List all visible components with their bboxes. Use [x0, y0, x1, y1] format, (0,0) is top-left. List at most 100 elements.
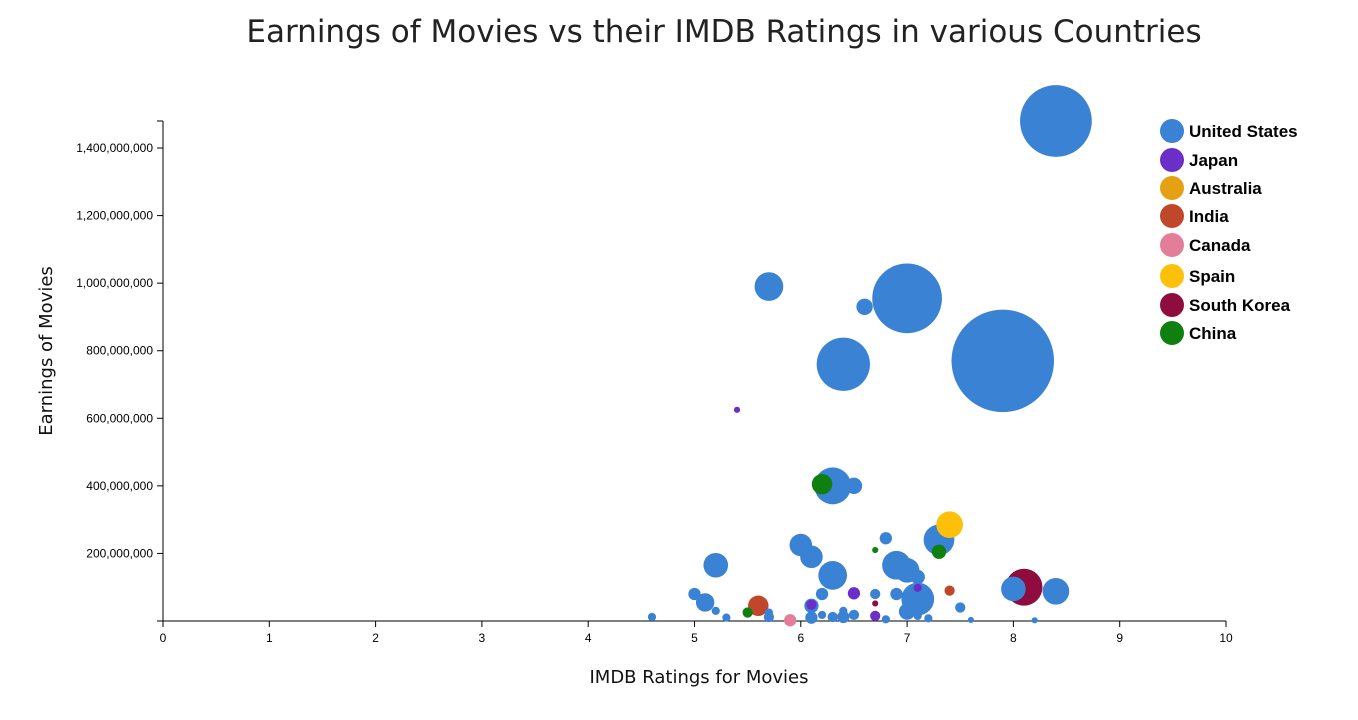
- y-tick-label: 400,000,000: [86, 479, 153, 493]
- bubble-united-states[interactable]: [688, 587, 701, 601]
- chart-title: Earnings of Movies vs their IMDB Ratings…: [246, 14, 1201, 50]
- bubble-india[interactable]: [944, 585, 955, 596]
- legend-item: Spain: [1160, 264, 1235, 288]
- legend-swatch: [1160, 119, 1184, 143]
- bubble-united-states[interactable]: [1001, 576, 1026, 602]
- bubble-united-states[interactable]: [913, 611, 922, 621]
- legend-label: Australia: [1189, 179, 1262, 198]
- bubble-south-korea[interactable]: [872, 600, 879, 607]
- legend-label: South Korea: [1189, 296, 1291, 315]
- bubble-japan[interactable]: [847, 587, 861, 600]
- y-tick-label: 200,000,000: [86, 546, 153, 560]
- y-tick-label: 1,400,000,000: [76, 141, 153, 155]
- bubble-united-states[interactable]: [754, 272, 784, 301]
- legend-swatch: [1160, 264, 1184, 288]
- x-tick-label: 4: [585, 631, 592, 645]
- bubble-united-states[interactable]: [805, 611, 818, 624]
- bubble-china[interactable]: [811, 473, 833, 495]
- y-axis-label: Earnings of Movies: [36, 266, 57, 436]
- bubble-china[interactable]: [931, 544, 947, 559]
- y-tick-label: 800,000,000: [86, 344, 153, 358]
- x-tick-label: 6: [797, 631, 804, 645]
- legend-item: India: [1160, 204, 1229, 228]
- bubble-united-states[interactable]: [967, 616, 974, 624]
- bubble-united-states[interactable]: [703, 552, 729, 578]
- x-tick-label: 3: [479, 631, 486, 645]
- bubble-united-states[interactable]: [695, 593, 715, 612]
- legend-swatch: [1160, 176, 1184, 200]
- legend-label: United States: [1189, 122, 1298, 141]
- x-tick-label: 0: [160, 631, 167, 645]
- bubble-japan[interactable]: [913, 583, 922, 592]
- bubble-china[interactable]: [872, 546, 879, 554]
- bubble-japan[interactable]: [870, 610, 881, 622]
- y-tick-label: 600,000,000: [86, 411, 153, 425]
- bubble-united-states[interactable]: [722, 613, 731, 622]
- bubble-united-states[interactable]: [800, 545, 823, 569]
- bubble-united-states[interactable]: [1020, 85, 1092, 157]
- bubble-united-states[interactable]: [817, 610, 827, 620]
- bubble-canada[interactable]: [784, 614, 797, 627]
- y-axis: 200,000,000 400,000,000 600,000,000 800,000…: [76, 120, 164, 622]
- bubble-spain[interactable]: [936, 511, 963, 539]
- x-tick-label: 8: [1010, 631, 1017, 645]
- bubble-united-states[interactable]: [827, 611, 838, 623]
- legend-swatch: [1160, 233, 1184, 257]
- bubble-united-states[interactable]: [839, 606, 848, 615]
- x-axis-label: IMDB Ratings for Movies: [589, 667, 808, 688]
- legend-label: Canada: [1189, 236, 1251, 255]
- x-tick-label: 1: [266, 631, 273, 645]
- legend-swatch: [1160, 204, 1184, 228]
- legend-swatch: [1160, 293, 1184, 317]
- bubble-united-states[interactable]: [881, 615, 890, 624]
- legend: United States Japan Australia India Canada Sp…: [1160, 119, 1298, 345]
- x-tick-label: 7: [904, 631, 911, 645]
- bubble-united-states[interactable]: [815, 587, 829, 601]
- bubble-india[interactable]: [748, 595, 769, 617]
- bubble-united-states[interactable]: [837, 610, 850, 624]
- bubble-japan[interactable]: [806, 599, 817, 610]
- legend-item: United States: [1160, 119, 1298, 143]
- bubble-china[interactable]: [742, 607, 753, 618]
- bubble-united-states[interactable]: [910, 569, 925, 585]
- bubble-united-states[interactable]: [818, 561, 848, 590]
- bubble-united-states[interactable]: [764, 608, 774, 617]
- bubble-united-states[interactable]: [924, 614, 933, 623]
- legend-label: India: [1189, 207, 1229, 226]
- bubble-united-states[interactable]: [870, 588, 881, 600]
- legend-swatch: [1160, 148, 1184, 172]
- legend-item: Australia: [1160, 176, 1262, 200]
- bubble-united-states[interactable]: [898, 603, 916, 620]
- y-tick-label: 1,200,000,000: [76, 209, 153, 223]
- legend-item: South Korea: [1160, 293, 1291, 317]
- legend-label: Japan: [1189, 151, 1238, 170]
- bubble-united-states[interactable]: [1031, 617, 1038, 624]
- legend-item: Japan: [1160, 148, 1238, 172]
- x-tick-label: 9: [1116, 631, 1123, 645]
- bubble-united-states[interactable]: [955, 602, 966, 613]
- bubble-united-states[interactable]: [856, 298, 873, 316]
- x-tick-label: 2: [372, 631, 379, 645]
- bubble-united-states[interactable]: [872, 263, 942, 334]
- bubble-united-states[interactable]: [647, 612, 657, 622]
- legend-label: Spain: [1189, 267, 1235, 286]
- legend-label: China: [1189, 324, 1237, 343]
- y-tick-label: 1,000,000,000: [76, 276, 153, 290]
- bubble-united-states[interactable]: [879, 532, 892, 545]
- bubble-united-states[interactable]: [711, 606, 720, 615]
- legend-item: Canada: [1160, 233, 1251, 257]
- legend-swatch: [1160, 321, 1184, 345]
- x-tick-label: 10: [1219, 631, 1233, 645]
- bubble-united-states[interactable]: [848, 609, 860, 621]
- bubble-united-states[interactable]: [816, 337, 870, 391]
- x-tick-label: 5: [691, 631, 698, 645]
- bubble-united-states[interactable]: [951, 309, 1055, 413]
- bubble-layer: [647, 85, 1092, 627]
- bubble-united-states[interactable]: [1042, 577, 1070, 605]
- legend-item: China: [1160, 321, 1237, 345]
- bubble-united-states[interactable]: [890, 587, 903, 601]
- x-axis: 0 1 2 3 4 5 6 7 8 9 10: [160, 620, 1233, 645]
- bubble-united-states[interactable]: [845, 477, 863, 495]
- bubble-japan[interactable]: [733, 406, 741, 413]
